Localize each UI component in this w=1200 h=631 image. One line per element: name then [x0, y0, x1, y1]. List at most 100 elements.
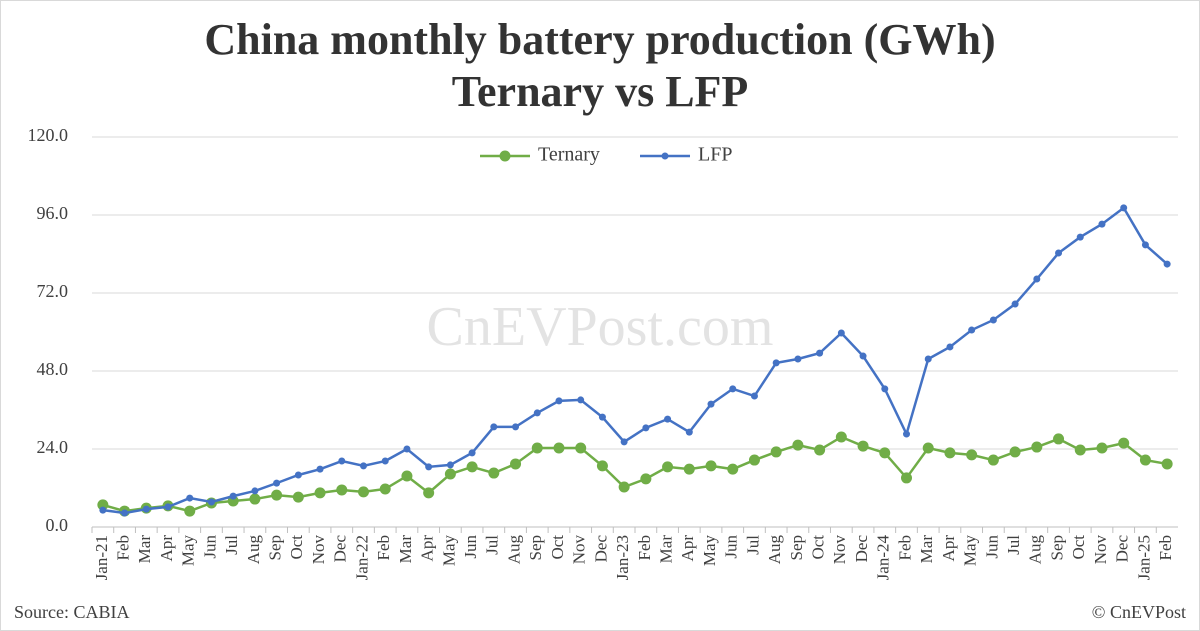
data-point [338, 457, 346, 465]
x-tick-label: Jan-23 [613, 535, 632, 580]
data-point [186, 494, 194, 502]
legend-label: LFP [698, 144, 732, 166]
data-point [857, 440, 869, 452]
data-point [1009, 446, 1021, 458]
x-tick-label: Apr [678, 535, 697, 562]
data-point [1053, 433, 1065, 445]
x-tick-label: Sep [1047, 535, 1066, 561]
data-point [968, 326, 976, 334]
data-point [184, 505, 196, 517]
x-tick-label: Apr [939, 535, 958, 562]
x-tick-label: Dec [852, 535, 871, 563]
y-tick-label: 24.0 [37, 437, 69, 457]
x-tick-label: Jul [1004, 535, 1023, 555]
data-point [640, 473, 652, 485]
data-point [944, 447, 956, 459]
x-tick-label: Jul [222, 535, 241, 555]
x-tick-label: May [179, 535, 198, 567]
data-point [164, 503, 172, 511]
y-tick-label: 72.0 [37, 281, 69, 301]
data-point [901, 472, 912, 484]
x-tick-label: Apr [418, 535, 437, 562]
data-point [468, 449, 476, 457]
data-point [987, 454, 999, 466]
x-tick-label: Mar [656, 535, 675, 564]
chart-title: China monthly battery production (GWh) [204, 15, 995, 64]
data-point [555, 397, 563, 405]
data-point [664, 415, 672, 423]
data-point [705, 460, 717, 472]
data-point [249, 493, 261, 505]
data-point [403, 445, 411, 453]
data-point [596, 460, 608, 472]
data-point [577, 396, 585, 404]
data-point [772, 359, 780, 367]
x-tick-label: Oct [287, 535, 306, 560]
x-tick-label: Nov [309, 535, 328, 565]
data-point [859, 352, 867, 360]
data-point [816, 349, 824, 357]
data-point [924, 355, 932, 363]
series-line [102, 206, 1168, 515]
data-point [490, 423, 498, 431]
data-point [316, 465, 324, 473]
data-point [685, 428, 693, 436]
x-tick-label: Aug [1026, 535, 1045, 565]
data-point [444, 468, 456, 480]
data-point [294, 471, 302, 479]
x-tick-label: Jan-22 [352, 535, 371, 580]
x-tick-label: Feb [895, 535, 914, 561]
data-point [381, 457, 389, 465]
data-point [662, 461, 674, 473]
x-tick-label: Sep [526, 535, 545, 561]
data-point [142, 505, 150, 513]
x-tick-label: Oct [548, 535, 567, 560]
data-point [794, 355, 802, 363]
legend-label: Ternary [538, 144, 600, 166]
data-point [620, 438, 628, 446]
x-tick-label: Nov [1091, 535, 1110, 565]
x-tick-label: May [439, 535, 458, 567]
x-tick-label: Jan-24 [874, 535, 893, 581]
data-point [466, 461, 478, 473]
x-tick-label: Sep [266, 535, 285, 561]
x-tick-label: Jan-21 [92, 535, 111, 580]
data-point [1055, 249, 1063, 257]
data-point [903, 430, 910, 438]
data-point [879, 447, 891, 459]
data-point [121, 509, 129, 517]
data-point [1076, 233, 1084, 241]
data-point [446, 461, 454, 469]
x-tick-label: Oct [809, 535, 828, 560]
data-point [835, 431, 847, 443]
credit-note: © CnEVPost [1092, 602, 1186, 622]
data-point [1161, 458, 1173, 470]
x-tick-label: Mar [135, 535, 154, 564]
y-tick-label: 48.0 [37, 359, 69, 379]
data-point [1074, 444, 1086, 456]
data-point [1141, 241, 1149, 249]
data-point [488, 467, 500, 479]
data-point [1011, 300, 1019, 308]
data-point [360, 462, 367, 470]
data-point [598, 413, 606, 421]
x-tick-label: Feb [374, 535, 393, 561]
data-point [271, 489, 283, 501]
data-point [336, 484, 348, 496]
data-point [292, 491, 304, 503]
data-point [510, 458, 522, 470]
x-tick-label: Feb [1156, 535, 1175, 561]
data-point [273, 479, 281, 487]
data-point [1163, 260, 1171, 268]
data-point [1096, 442, 1108, 454]
data-point [425, 463, 433, 471]
x-tick-label: Feb [113, 535, 132, 561]
data-point [423, 487, 435, 499]
y-tick-label: 96.0 [37, 203, 69, 223]
x-tick-label: Jun [200, 535, 219, 559]
x-tick-label: Jun [461, 535, 480, 559]
data-point [922, 442, 934, 454]
x-tick-label: Feb [635, 535, 654, 561]
data-point [575, 442, 587, 454]
